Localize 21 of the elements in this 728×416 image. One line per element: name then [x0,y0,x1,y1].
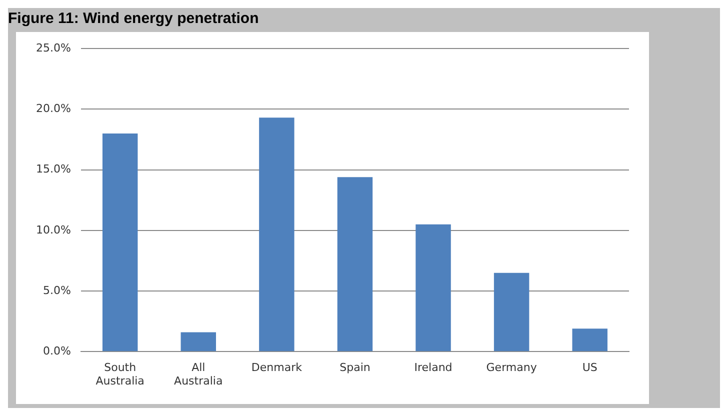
bar [259,118,294,352]
bar [416,224,451,352]
bar [572,328,608,352]
x-tick-label: All Australia [174,361,223,388]
bar [180,332,216,352]
y-tick-label: 10.0% [36,223,71,236]
x-tick-label: Ireland [414,361,452,374]
x-tick-label: Denmark [251,361,303,374]
y-tick-label: 5.0% [42,284,71,297]
bar [337,177,373,352]
chart-title: Figure 11: Wind energy penetration [8,10,259,27]
x-tick-label: South Australia [96,361,144,388]
y-tick-label: 0.0% [42,344,71,358]
y-tick-label: 15.0% [36,162,71,176]
x-tick-label: Germany [486,361,538,374]
bar [102,133,138,352]
y-tick-label: 20.0% [36,102,71,116]
x-tick-label: Spain [340,361,370,374]
x-tick-label: US [582,361,598,374]
bar [494,272,530,352]
y-tick-label: 25.0% [36,41,71,54]
